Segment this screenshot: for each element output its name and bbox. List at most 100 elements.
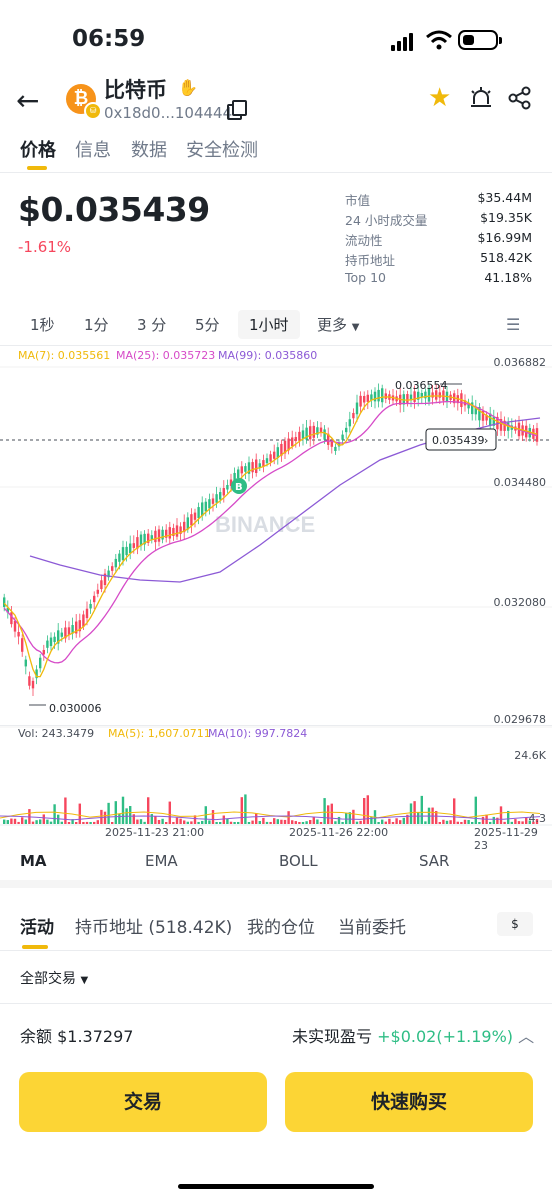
battery-icon — [458, 30, 502, 50]
volume-bar — [172, 821, 175, 824]
back-arrow-icon[interactable]: ← — [16, 84, 40, 117]
candle — [348, 419, 351, 427]
tab-positions[interactable]: 我的仓位 — [247, 918, 315, 938]
tab-indicator — [22, 945, 48, 949]
interval-1m[interactable]: 1分 — [84, 316, 109, 334]
volume-bar — [96, 820, 99, 824]
volume-bar — [334, 821, 337, 824]
volume-bar — [528, 820, 531, 824]
trade-button[interactable]: 交易 — [19, 1072, 267, 1132]
vol-axis-tick: 4.3 — [528, 812, 547, 825]
share-icon[interactable] — [508, 86, 532, 110]
tab-data[interactable]: 数据 — [131, 140, 167, 161]
candle — [330, 441, 333, 447]
tab-price[interactable]: 价格 — [20, 140, 56, 161]
candle — [287, 438, 290, 451]
volume-bar — [67, 821, 71, 824]
interval-5m[interactable]: 5分 — [195, 316, 220, 334]
candle — [89, 603, 92, 609]
candle — [157, 529, 161, 542]
current-price-tag[interactable] — [425, 428, 497, 451]
indicator-sar[interactable]: SAR — [419, 852, 450, 870]
candle — [71, 625, 74, 634]
candle — [161, 529, 164, 540]
stat-value-holders: 518.42K — [480, 250, 532, 265]
axis-tick: 0.032080 — [493, 596, 547, 609]
interval-1s[interactable]: 1秒 — [30, 316, 55, 334]
volume-bar — [244, 794, 247, 824]
candle — [53, 636, 56, 643]
candle — [474, 407, 477, 415]
tab-indicator — [27, 166, 47, 170]
copy-icon-front[interactable] — [232, 100, 247, 116]
candle — [535, 428, 539, 442]
unrealized-pnl[interactable]: 未实现盈亏 +$0.02(+1.19%) ︿ — [292, 1023, 534, 1047]
volume-bar — [154, 815, 157, 824]
volume-bar — [406, 814, 409, 824]
tab-activity[interactable]: 活动 — [20, 918, 54, 938]
candle — [168, 527, 171, 539]
tab-open-orders[interactable]: 当前委托 — [338, 918, 406, 938]
candle — [384, 393, 387, 399]
watermark-text: BINANCE — [215, 512, 315, 537]
volume-bar — [46, 819, 49, 824]
interval-1h[interactable]: 1小时 — [238, 310, 300, 339]
candle — [471, 402, 474, 415]
volume-bar — [247, 821, 251, 824]
candle — [319, 427, 323, 433]
divider — [0, 172, 552, 173]
vol-ma5-label: MA(5): 1,607.0711 — [108, 727, 211, 740]
stat-label-market-cap: 市值 — [345, 193, 371, 208]
volume-bar — [510, 821, 513, 824]
section-gap — [0, 880, 552, 888]
tab-holders[interactable]: 持币地址 (518.42K) — [75, 918, 233, 938]
volume-bar — [78, 803, 81, 824]
candle — [28, 676, 31, 686]
interval-3m[interactable]: 3 分 — [137, 316, 167, 334]
candle — [21, 638, 24, 652]
candle — [179, 526, 182, 534]
tab-security[interactable]: 安全检测 — [186, 140, 258, 161]
quick-buy-button[interactable]: 快速购买 — [285, 1072, 533, 1132]
indicator-boll[interactable]: BOLL — [279, 852, 318, 870]
volume-bar — [309, 820, 312, 824]
chart-settings-icon[interactable]: ☰ — [506, 315, 521, 334]
candle — [247, 462, 251, 474]
axis-tick: 0.034480 — [493, 476, 547, 489]
interval-more-button[interactable]: 更多 ▼ — [317, 314, 360, 335]
candle — [413, 391, 416, 402]
candle — [251, 462, 254, 473]
candle — [175, 525, 179, 537]
indicator-ema[interactable]: EMA — [145, 852, 178, 870]
volume-bar — [229, 821, 233, 824]
indicator-ma[interactable]: MA — [20, 852, 47, 870]
volume-bar — [337, 816, 341, 824]
candle — [337, 442, 341, 447]
high-marker: 0.036554 — [395, 379, 448, 392]
price-change: -1.61% — [18, 238, 72, 256]
volume-bar — [496, 817, 499, 824]
tab-info[interactable]: 信息 — [75, 140, 111, 161]
volume-bar — [168, 801, 171, 824]
alert-icon[interactable] — [468, 86, 494, 110]
candle — [67, 627, 71, 635]
favorite-star-icon[interactable]: ★ — [428, 83, 452, 113]
candle — [93, 595, 96, 603]
candle — [154, 530, 157, 543]
volume-bar — [456, 821, 459, 824]
volume-bar — [3, 819, 6, 824]
volume-bar — [179, 818, 182, 824]
volume-bar — [197, 821, 200, 824]
candle — [485, 414, 488, 421]
volume-bar — [136, 819, 139, 824]
trade-filter-dropdown[interactable]: 全部交易 ▼ — [20, 968, 88, 988]
volume-bar — [60, 821, 63, 824]
candle — [406, 394, 409, 403]
volume-bar — [460, 821, 463, 824]
volume-bar — [301, 821, 305, 824]
currency-toggle[interactable]: $ — [497, 912, 533, 936]
candlestick-chart[interactable]: BINANCE 0.036554 0.030006 B 0.035439 › — [0, 360, 552, 830]
volume-bar — [453, 798, 456, 824]
volume-bar — [17, 821, 20, 824]
volume-bar — [93, 821, 96, 824]
